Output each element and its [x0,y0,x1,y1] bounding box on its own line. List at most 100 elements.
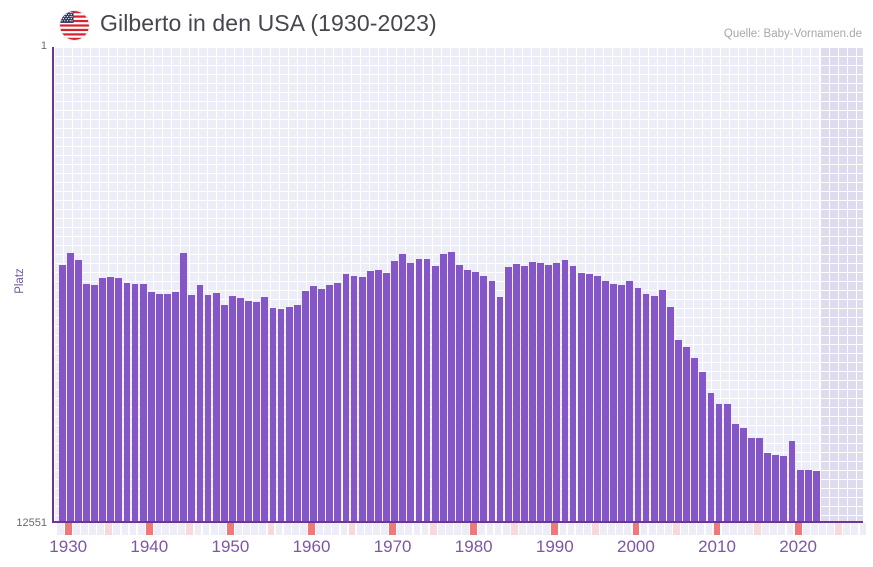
tick-cell [210,523,218,535]
bar [618,284,626,522]
bar [212,292,220,522]
tick-cell [97,523,105,535]
tick-cell [308,523,315,535]
bar [156,293,163,522]
bar [610,284,617,522]
tick-cell [202,523,210,535]
tick-cell [267,523,275,535]
bar [91,284,98,522]
tick-cell [510,523,518,535]
bar [642,294,650,522]
page-title: Gilberto in den USA (1930-2023) [100,10,437,36]
tick-cell [551,523,559,535]
tick-cell [251,523,259,535]
bar [488,281,496,522]
x-axis-tick-label: 1930 [49,537,88,556]
tick-cell [243,523,251,535]
tick-cell [705,523,713,535]
bar [593,276,601,522]
tick-cell [372,523,380,535]
tick-cell [673,523,680,535]
bar [569,265,577,522]
tick-cell [859,523,867,535]
bar [172,291,180,522]
x-axis-tick-label: 1980 [454,537,493,556]
tick-cell [843,523,851,535]
chart-plot-area [52,47,863,522]
bar [707,393,715,522]
tick-cell [170,523,178,535]
bar [496,296,504,522]
tick-cell [235,523,242,535]
tick-cell [64,523,72,535]
tick-cell [356,523,364,535]
tick-cell [802,523,810,535]
bar [342,274,350,522]
tick-cell [656,523,664,535]
tick-cell [559,523,567,535]
bar [439,254,447,522]
tick-cell [462,523,469,535]
bar [561,260,569,522]
tick-cell [624,523,632,535]
tick-cell [786,523,794,535]
tick-cell [827,523,834,535]
bar [139,283,147,522]
tick-cell [227,523,234,535]
tick-cell [340,523,348,535]
bar [553,263,561,522]
bar [788,441,796,522]
bar [245,301,253,522]
bar [374,270,382,522]
tick-cell [72,523,80,535]
tick-cell [600,523,607,535]
bar [220,305,228,522]
tick-cell [632,523,640,535]
bar [764,453,772,522]
bar [74,260,82,522]
bar [302,291,309,522]
tick-cell [364,523,372,535]
bar [431,266,439,522]
bar [464,269,471,522]
bar [731,423,739,522]
bar [326,285,334,522]
x-axis-tick-strip [52,523,867,535]
tick-cell [470,523,478,535]
bar [804,470,812,522]
tick-cell [478,523,486,535]
tick-cell [129,523,137,535]
tick-cell [575,523,583,535]
tick-cell [275,523,283,535]
bar [512,263,520,522]
bar [115,277,123,522]
bar [269,307,277,522]
x-axis-tick-label: 1990 [535,537,574,556]
bar [350,276,358,522]
bar [253,302,261,522]
tick-cell [348,523,356,535]
no-data-shaded-band [820,47,863,522]
bar [147,292,155,522]
bar [666,306,674,522]
tick-cell [445,523,453,535]
bar [504,266,512,522]
bar [358,277,366,522]
tick-cell [186,523,194,535]
tick-cell [729,523,737,535]
tick-cell [737,523,745,535]
tick-cell [162,523,169,535]
tick-cell [154,523,161,535]
tick-cell [145,523,153,535]
tick-cell [794,523,802,535]
tick-cell [486,523,494,535]
bar [675,339,682,522]
tick-cell [543,523,551,535]
x-axis-labels: 1930 1940 1950 1960 1970 1980 1990 2000 2010 2020 [49,537,863,563]
x-axis-tick-label: 2020 [779,537,818,556]
bar [391,260,398,522]
tick-cell [113,523,121,535]
x-axis-tick-label: 2010 [698,537,736,556]
tick-cell [437,523,445,535]
bar [66,253,74,522]
